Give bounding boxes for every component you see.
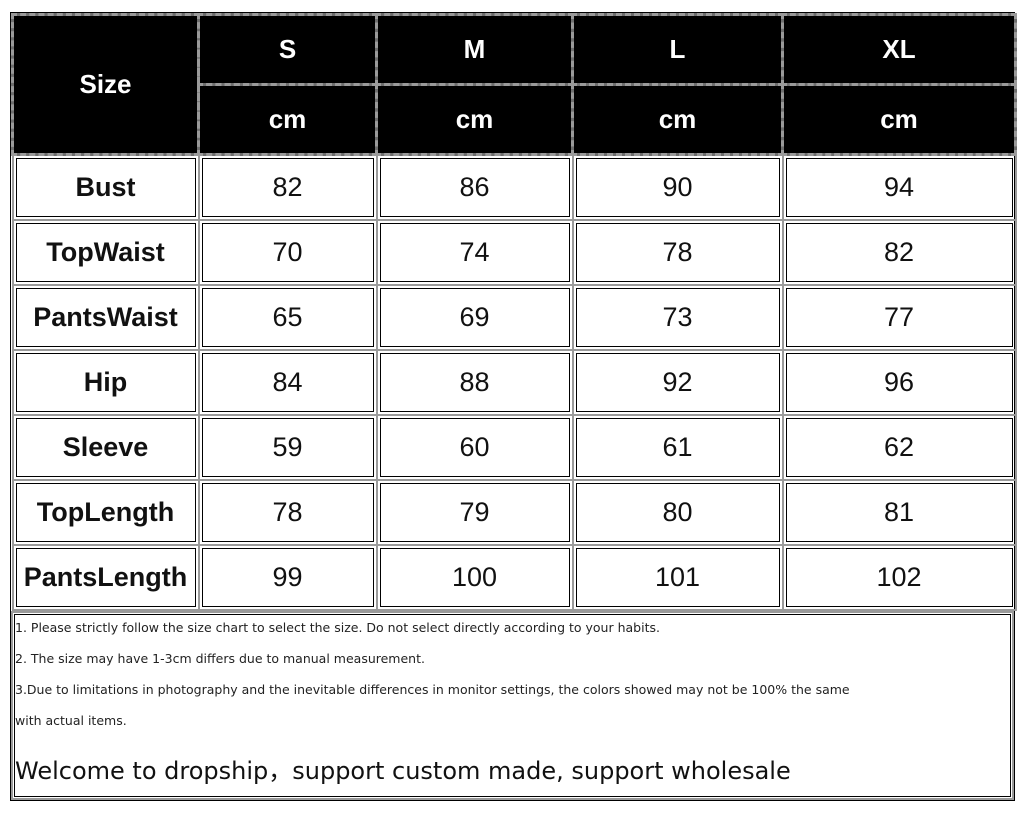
table-cell: 81: [781, 478, 1017, 546]
table-cell: 60: [375, 413, 574, 481]
welcome-text: Welcome to dropship，support custom made,…: [15, 757, 791, 785]
row-label: Sleeve: [11, 413, 200, 481]
table-cell: 62: [781, 413, 1017, 481]
table-cell: 94: [781, 153, 1017, 221]
table-cell: 65: [197, 283, 378, 351]
table-cell: 78: [197, 478, 378, 546]
table-cell: 79: [375, 478, 574, 546]
notes-box: 1. Please strictly follow the size chart…: [11, 611, 1014, 800]
size-header-s: S: [197, 13, 380, 88]
table-cell: 96: [781, 348, 1017, 416]
table-row-pantslength: PantsLength 99 100 101 102: [11, 543, 1017, 611]
row-label: PantsWaist: [11, 283, 200, 351]
unit-header-s: cm: [197, 83, 380, 158]
table-cell: 86: [375, 153, 574, 221]
row-label: Bust: [11, 153, 200, 221]
table-cell: 73: [571, 283, 784, 351]
table-cell: 80: [571, 478, 784, 546]
row-label: TopWaist: [11, 218, 200, 286]
size-header-xl: XL: [781, 13, 1019, 88]
table-cell: 100: [375, 543, 574, 611]
table-row-topwaist: TopWaist 70 74 78 82: [11, 218, 1017, 286]
unit-header-m: cm: [375, 83, 576, 158]
size-chart: Size S M L XL cm cm cm cm Bust 82 86 90 …: [10, 12, 1019, 801]
size-header-m: M: [375, 13, 576, 88]
note-line-3: 3.Due to limitations in photography and …: [15, 682, 850, 697]
size-header-l: L: [571, 13, 786, 88]
table-cell: 92: [571, 348, 784, 416]
table-cell: 74: [375, 218, 574, 286]
table-cell: 77: [781, 283, 1017, 351]
table-cell: 82: [197, 153, 378, 221]
table-row-pantswaist: PantsWaist 65 69 73 77: [11, 283, 1017, 351]
header-row-sizes: Size S M L XL: [11, 13, 1019, 158]
table-cell: 101: [571, 543, 784, 611]
table-cell: 70: [197, 218, 378, 286]
note-line-4: with actual items.: [15, 713, 127, 728]
row-label: Hip: [11, 348, 200, 416]
table-cell: 90: [571, 153, 784, 221]
table-row-bust: Bust 82 86 90 94: [11, 153, 1017, 221]
table-cell: 99: [197, 543, 378, 611]
table-cell: 78: [571, 218, 784, 286]
table-cell: 61: [571, 413, 784, 481]
unit-header-l: cm: [571, 83, 786, 158]
table-cell: 82: [781, 218, 1017, 286]
row-label: TopLength: [11, 478, 200, 546]
row-label: PantsLength: [11, 543, 200, 611]
table-cell: 84: [197, 348, 378, 416]
table-cell: 88: [375, 348, 574, 416]
size-table: Size S M L XL cm cm cm cm Bust 82 86 90 …: [11, 13, 1019, 611]
table-cell: 102: [781, 543, 1017, 611]
table-cell: 69: [375, 283, 574, 351]
unit-header-xl: cm: [781, 83, 1019, 158]
note-line-2: 2. The size may have 1-3cm differs due t…: [15, 651, 425, 666]
table-cell: 59: [197, 413, 378, 481]
table-row-toplength: TopLength 78 79 80 81: [11, 478, 1017, 546]
table-row-sleeve: Sleeve 59 60 61 62: [11, 413, 1017, 481]
table-row-hip: Hip 84 88 92 96: [11, 348, 1017, 416]
corner-size-label: Size: [11, 13, 202, 158]
note-line-1: 1. Please strictly follow the size chart…: [15, 620, 660, 635]
